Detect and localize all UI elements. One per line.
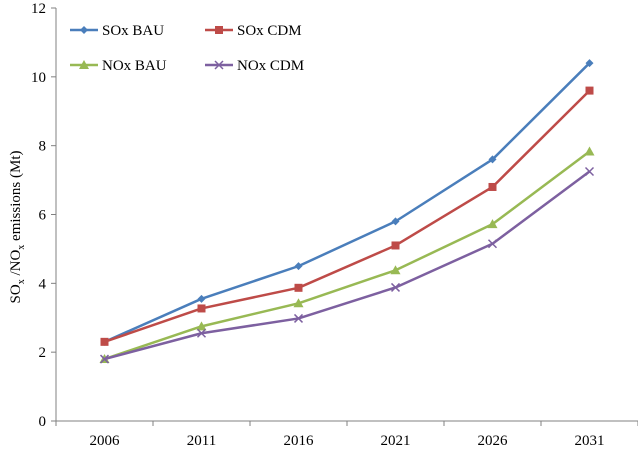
data-point — [584, 166, 595, 177]
y-axis-label: SOx /NOx emissions (Mt) — [8, 151, 27, 304]
series-line — [104, 89, 591, 344]
data-point — [391, 217, 400, 226]
data-point — [197, 304, 206, 313]
x-tick-label: 2031 — [575, 433, 605, 449]
data-point — [390, 282, 401, 292]
legend-entry: SOx BAU — [70, 23, 164, 39]
data-point — [488, 155, 497, 164]
data-point — [294, 283, 303, 292]
data-point — [585, 86, 594, 95]
legend-entry: SOx CDM — [205, 23, 302, 39]
legend: SOx BAU SOx CDM NOx BAU NOx CDM — [70, 23, 304, 74]
legend-entry: NOx CDM — [205, 58, 304, 74]
y-axis-label-mid: /NO — [8, 250, 24, 280]
x-tick-label: 2011 — [187, 433, 216, 449]
legend-entry: NOx BAU — [70, 58, 167, 74]
data-point — [293, 298, 304, 308]
x-axis-ticks: 2006 2011 2016 2021 2026 2031 — [55, 421, 638, 449]
y-axis-label-suffix: emissions (Mt) — [8, 151, 24, 245]
legend-swatch-marker — [80, 26, 88, 34]
x-tick-label: 2006 — [90, 433, 121, 449]
legend-swatch-marker — [79, 60, 89, 69]
data-point — [100, 337, 109, 346]
y-tick-label: 10 — [31, 70, 46, 86]
legend-label: NOx CDM — [237, 58, 304, 74]
data-point — [99, 354, 110, 364]
y-axis-label-sub2: x — [16, 245, 27, 250]
series-line — [104, 150, 591, 361]
data-point — [585, 59, 594, 68]
data-point — [391, 241, 400, 250]
data-point — [293, 313, 304, 323]
legend-swatch-marker — [215, 26, 223, 34]
series-line — [103, 62, 591, 343]
x-tick-label: 2026 — [478, 433, 509, 449]
data-point — [196, 328, 207, 338]
data-point — [196, 321, 207, 331]
x-tick-label: 2021 — [381, 433, 411, 449]
y-tick-label: 4 — [39, 276, 47, 292]
y-tick-label: 8 — [39, 139, 47, 155]
y-axis-ticks: 0 2 4 6 8 10 12 — [31, 1, 56, 430]
legend-label: NOx BAU — [102, 58, 167, 74]
data-point — [488, 182, 497, 191]
y-axis-label-prefix: SO — [8, 284, 24, 303]
legend-label: SOx CDM — [237, 23, 302, 39]
y-tick-label: 2 — [39, 345, 47, 361]
series-line — [104, 170, 591, 361]
series-sox-cdm — [100, 86, 594, 346]
x-tick-label: 2016 — [284, 433, 315, 449]
y-axis-label-sub1: x — [16, 279, 27, 284]
data-point — [390, 265, 401, 275]
data-point — [197, 294, 206, 303]
series-nox-cdm — [99, 166, 595, 364]
y-tick-label: 6 — [39, 208, 47, 224]
data-point — [584, 146, 595, 156]
series-layer — [99, 59, 595, 364]
data-point — [294, 262, 303, 271]
y-tick-label: 0 — [39, 414, 47, 430]
data-point — [487, 239, 498, 249]
series-nox-bau — [99, 146, 595, 364]
data-point — [487, 219, 498, 229]
legend-label: SOx BAU — [102, 23, 164, 39]
y-tick-label: 12 — [31, 1, 46, 17]
legend-swatch-marker — [214, 60, 224, 70]
